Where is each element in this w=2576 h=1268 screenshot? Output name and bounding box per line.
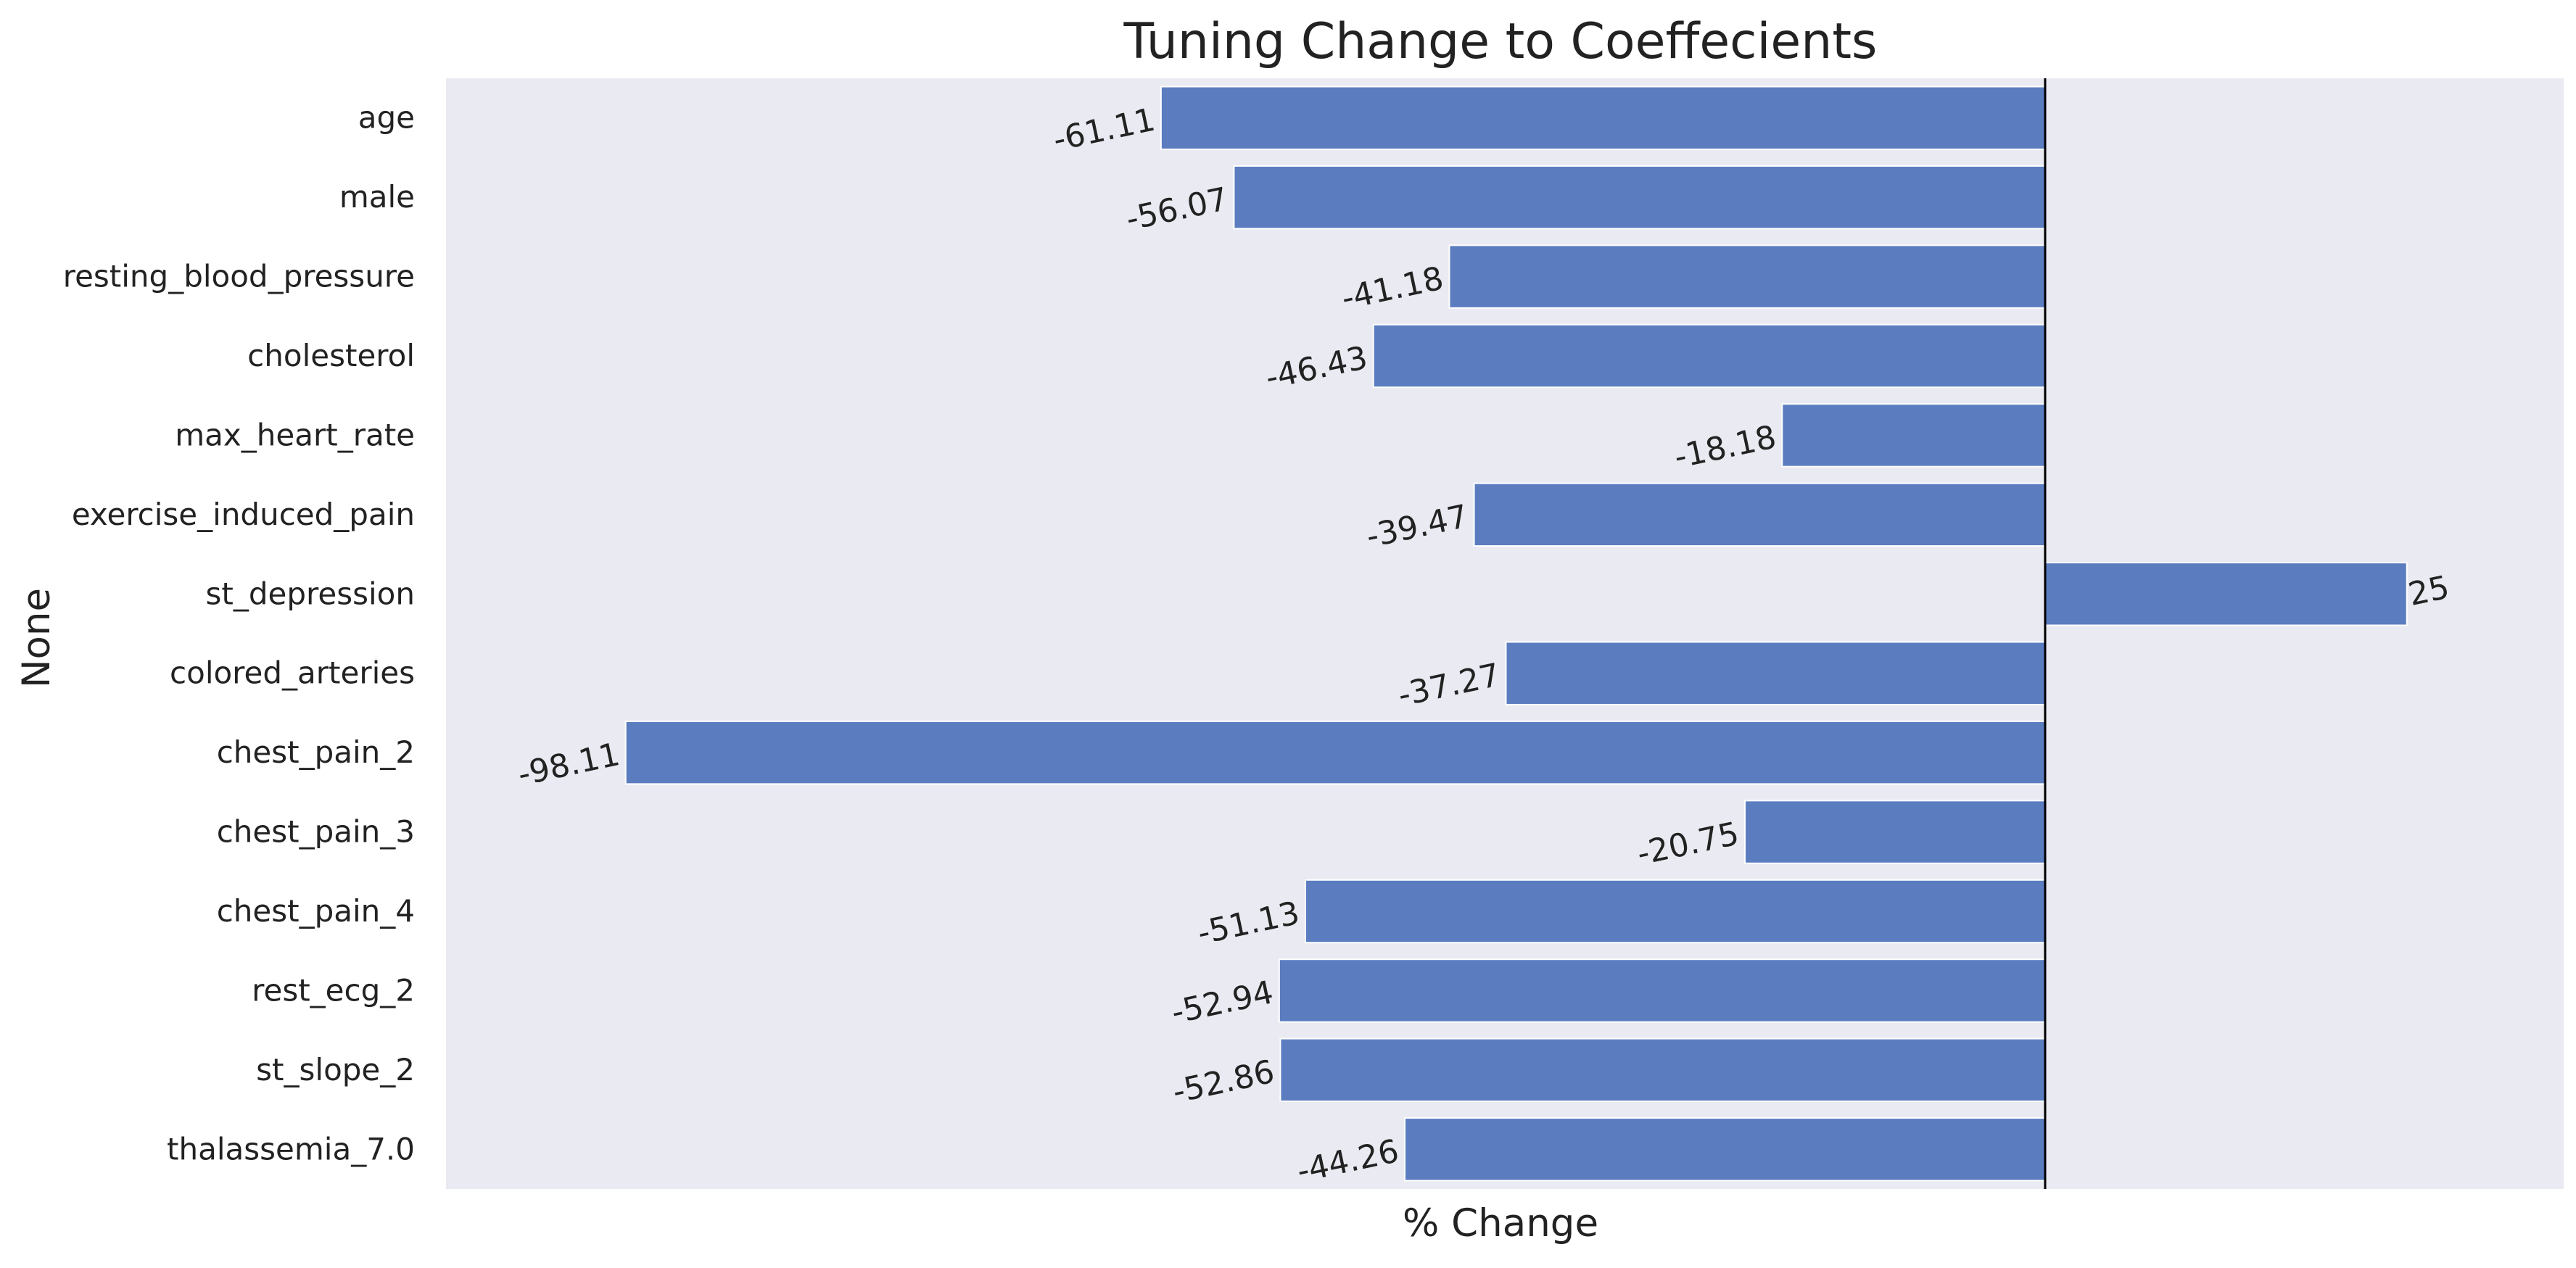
y-axis-label: None bbox=[15, 588, 59, 688]
category-label: st_depression bbox=[206, 576, 415, 611]
bar-st-depression bbox=[2044, 562, 2408, 626]
bar-colored-arteries bbox=[1505, 641, 2046, 705]
category-label: age bbox=[358, 100, 415, 136]
bar-chest-pain-4 bbox=[1304, 879, 2047, 944]
category-label: cholesterol bbox=[247, 338, 415, 373]
bars-group bbox=[624, 86, 2408, 1182]
bar-resting-blood-pressure bbox=[1448, 244, 2046, 309]
chart-title: Tuning Change to Coeffecients bbox=[1123, 13, 1878, 70]
category-label: chest_pain_2 bbox=[217, 734, 415, 770]
bar-chest-pain-3 bbox=[1744, 800, 2047, 864]
category-label: rest_ecg_2 bbox=[252, 972, 415, 1008]
bar-st-slope-2 bbox=[1279, 1037, 2046, 1103]
category-labels-group: age male resting_blood_pressure cholesterol… bbox=[63, 100, 415, 1167]
category-label: resting_blood_pressure bbox=[63, 259, 415, 294]
bar-age bbox=[1160, 86, 2046, 150]
category-label: exercise_induced_pain bbox=[72, 497, 415, 532]
x-axis-label: % Change bbox=[1403, 1201, 1598, 1246]
category-label: thalassemia_7.0 bbox=[167, 1131, 415, 1167]
bar-exercise-induced-pain bbox=[1473, 482, 2046, 547]
bar-chest-pain-2 bbox=[624, 720, 2047, 785]
category-label: max_heart_rate bbox=[175, 417, 415, 452]
category-label: male bbox=[339, 179, 415, 215]
category-label: colored_arteries bbox=[170, 655, 415, 691]
bar-cholesterol bbox=[1372, 323, 2047, 389]
data-label: 25 bbox=[2405, 569, 2452, 614]
bar-rest-ecg-2 bbox=[1278, 958, 2046, 1023]
category-label: st_slope_2 bbox=[256, 1052, 415, 1087]
category-label: chest_pain_3 bbox=[217, 814, 415, 850]
bar-thalassemia-7-0 bbox=[1404, 1117, 2046, 1182]
category-label: chest_pain_4 bbox=[217, 893, 415, 929]
bar-max-heart-rate bbox=[1781, 403, 2047, 468]
bar-male bbox=[1233, 165, 2046, 230]
